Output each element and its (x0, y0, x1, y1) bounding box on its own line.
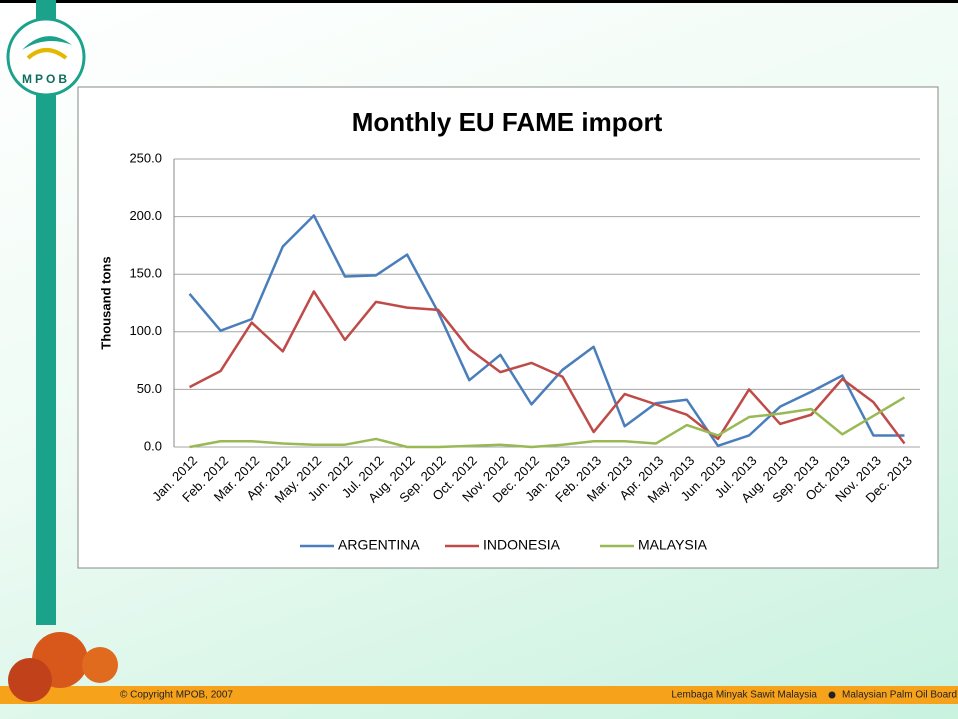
chart: MPOB © Copyright MPOB, 2007 Lembaga Miny… (0, 0, 958, 719)
footer-left: Lembaga Minyak Sawit Malaysia (671, 690, 817, 701)
top-border (0, 0, 958, 3)
slide: MPOB © Copyright MPOB, 2007 Lembaga Miny… (0, 0, 958, 719)
y-tick-label: 0.0 (144, 438, 162, 453)
y-tick-label: 100.0 (129, 323, 162, 338)
fruit (8, 658, 52, 702)
y-tick-label: 200.0 (129, 208, 162, 223)
y-tick-label: 150.0 (129, 266, 162, 281)
legend-label: INDONESIA (483, 537, 561, 553)
legend-label: ARGENTINA (338, 537, 420, 553)
fruit (82, 647, 118, 683)
y-axis-title: Thousand tons (98, 256, 113, 349)
legend-label: MALAYSIA (638, 537, 708, 553)
chart-title: Monthly EU FAME import (352, 107, 663, 137)
y-tick-label: 250.0 (129, 150, 162, 165)
copyright: © Copyright MPOB, 2007 (120, 690, 233, 701)
y-tick-label: 50.0 (137, 381, 162, 396)
logo-text: MPOB (22, 72, 70, 86)
footer-right: Malaysian Palm Oil Board (842, 690, 957, 701)
footer-dot (829, 692, 836, 699)
